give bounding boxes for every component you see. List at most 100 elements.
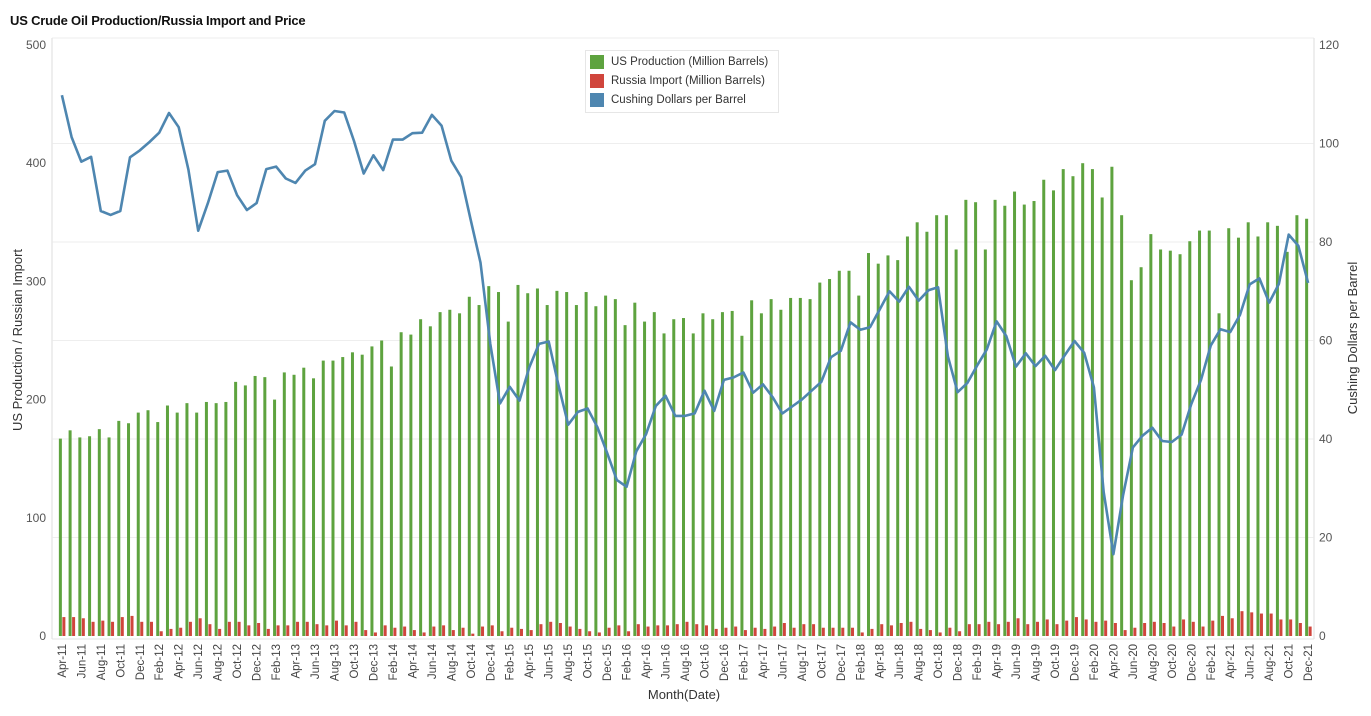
bar-russia-import — [539, 624, 543, 636]
bar-us-production — [535, 288, 539, 636]
bar-russia-import — [987, 621, 991, 636]
bar-us-production — [1178, 254, 1182, 637]
bar-russia-import — [1162, 622, 1166, 636]
bar-russia-import — [899, 622, 903, 636]
x-tick-label: Dec-14 — [485, 643, 497, 681]
bar-russia-import — [714, 628, 718, 636]
bar-russia-import — [403, 626, 407, 636]
x-tick-label: Apr-11 — [57, 644, 69, 678]
bar-russia-import — [130, 615, 134, 636]
bar-us-production — [1032, 201, 1036, 637]
bar-us-production — [165, 405, 169, 636]
bar-russia-import — [1269, 613, 1273, 636]
legend-swatch-green — [590, 55, 604, 69]
bar-russia-import — [928, 630, 932, 636]
bar-russia-import — [296, 621, 300, 636]
x-tick-label: Oct-18 — [933, 644, 945, 679]
bar-russia-import — [1191, 621, 1195, 636]
bar-us-production — [964, 199, 968, 637]
bar-russia-import — [412, 630, 416, 636]
y2-tick-label: 60 — [1319, 334, 1333, 348]
y-tick-label: 300 — [26, 274, 46, 288]
bar-us-production — [565, 292, 569, 636]
x-tick-label: Jun-16 — [661, 644, 673, 679]
bar-us-production — [886, 255, 890, 636]
bar-us-production — [1120, 215, 1124, 636]
us-production-bars — [58, 163, 1309, 637]
x-tick-label: Oct-17 — [816, 644, 828, 679]
bar-russia-import — [442, 625, 446, 636]
bar-russia-import — [1250, 612, 1254, 636]
bar-us-production — [409, 334, 413, 636]
left-axis-ticks: 0 100 200 300 400 500 — [26, 38, 46, 643]
bar-us-production — [487, 286, 491, 636]
legend-item-cushing-price[interactable]: Cushing Dollars per Barrel — [590, 92, 746, 108]
bar-us-production — [1256, 236, 1260, 636]
x-tick-label: Jun-14 — [427, 643, 439, 679]
bar-us-production — [896, 260, 900, 636]
bar-us-production — [243, 385, 247, 636]
bar-us-production — [458, 313, 462, 636]
bar-russia-import — [802, 624, 806, 636]
axes — [51, 37, 1315, 640]
bar-russia-import — [1182, 619, 1186, 636]
bar-us-production — [399, 332, 403, 636]
bar-us-production — [204, 401, 208, 636]
bar-us-production — [730, 310, 734, 636]
x-tick-label: Feb-21 — [1206, 644, 1218, 680]
bar-us-production — [555, 290, 559, 636]
bar-russia-import — [685, 621, 689, 636]
bar-us-production — [526, 293, 530, 636]
bar-russia-import — [743, 630, 747, 636]
bar-us-production — [828, 279, 832, 636]
bar-russia-import — [1113, 622, 1117, 636]
bar-russia-import — [675, 624, 679, 636]
x-tick-label: Apr-16 — [641, 644, 653, 679]
bar-russia-import — [1133, 627, 1137, 636]
bar-russia-import — [967, 624, 971, 636]
x-tick-label: Aug-19 — [1031, 644, 1043, 681]
bar-russia-import — [909, 621, 913, 636]
x-tick-label: Apr-12 — [174, 644, 186, 679]
bar-us-production — [682, 318, 685, 636]
bar-us-production — [331, 360, 335, 636]
bar-russia-import — [1045, 619, 1049, 636]
bar-russia-import — [1308, 626, 1312, 636]
bar-us-production — [857, 295, 861, 636]
bar-us-production — [798, 297, 802, 636]
bar-us-production — [1295, 215, 1299, 636]
bar-us-production — [954, 249, 958, 636]
bar-us-production — [1149, 234, 1153, 636]
bar-russia-import — [422, 632, 426, 636]
x-tick-label: Aug-18 — [914, 644, 926, 681]
bar-us-production — [1051, 190, 1055, 637]
legend-item-russia-import[interactable]: Russia Import (Million Barrels) — [590, 73, 765, 89]
bar-us-production — [643, 321, 647, 636]
bar-russia-import — [451, 630, 455, 636]
bar-russia-import — [500, 631, 504, 636]
legend: US Production (Million Barrels) Russia I… — [585, 50, 779, 113]
x-tick-label: Apr-15 — [524, 644, 536, 679]
bar-russia-import — [169, 628, 173, 636]
x-tick-label: Dec-13 — [368, 644, 380, 681]
bar-russia-import — [432, 626, 436, 636]
bar-russia-import — [977, 624, 981, 636]
bar-russia-import — [490, 625, 494, 636]
x-tick-label: Feb-20 — [1089, 644, 1101, 680]
legend-item-us-production[interactable]: US Production (Million Barrels) — [590, 54, 768, 70]
x-tick-label: Oct-20 — [1167, 644, 1179, 679]
x-tick-label: Dec-20 — [1186, 644, 1198, 681]
x-tick-label: Feb-16 — [622, 644, 634, 680]
x-tick-label: Apr-14 — [407, 643, 419, 678]
bar-us-production — [467, 296, 471, 636]
bar-us-production — [127, 423, 131, 636]
x-tick-label: Jun-20 — [1128, 644, 1140, 679]
bar-russia-import — [938, 632, 942, 636]
bar-us-production — [866, 253, 870, 637]
x-tick-label: Aug-21 — [1264, 644, 1276, 681]
x-tick-label: Jun-13 — [310, 644, 322, 679]
bar-us-production — [273, 399, 277, 636]
bar-russia-import — [1094, 621, 1098, 636]
bar-us-production — [389, 366, 393, 636]
bar-us-production — [234, 381, 238, 636]
